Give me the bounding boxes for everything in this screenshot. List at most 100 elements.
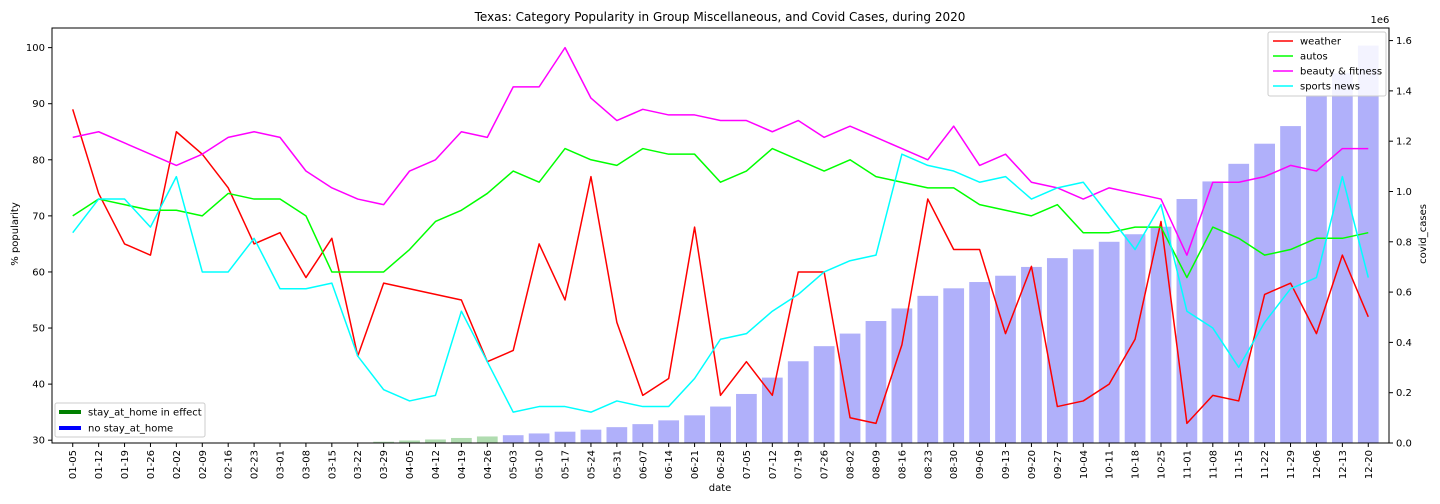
x-tick-label-08-23: 08-23: [923, 450, 934, 479]
y2-tick-label-5: 1.0: [1396, 187, 1412, 198]
x-tick-label-05-17: 05-17: [561, 450, 572, 479]
x-tick-label-12-06: 12-06: [1312, 450, 1323, 479]
legend-label-autos: autos: [1300, 52, 1328, 63]
legend2-box: [54, 402, 206, 438]
axes-layer: 01-05 01-12 01-19 01-26 02-02 02-09 02-16 02-23…: [26, 27, 1412, 479]
legend-label-weather: weather: [1300, 37, 1342, 48]
x-tick-label-01-12: 01-12: [94, 450, 105, 479]
covid-bar-09-20: [1021, 266, 1042, 443]
x-tick-label-06-14: 06-14: [664, 450, 675, 479]
covid-bar-04-19: [451, 437, 472, 443]
legend-label-beauty-fitness: beauty & fitness: [1300, 67, 1382, 78]
y2-tick-label-6: 1.2: [1396, 137, 1412, 148]
x-tick-label-03-29: 03-29: [379, 450, 390, 479]
lines-layer: [72, 46, 1369, 425]
x-tick-label-07-12: 07-12: [768, 450, 779, 479]
covid-bar-05-17: [554, 431, 576, 443]
legend-box: [1267, 31, 1387, 97]
covid-bar-06-14: [658, 420, 680, 443]
y2-tick-label-3: 0.6: [1396, 288, 1412, 299]
y-tick-label-80: 80: [32, 155, 45, 166]
x-axis-label: date: [709, 483, 732, 494]
y-tick-label-60: 60: [32, 267, 45, 278]
x-tick-label-09-27: 09-27: [1053, 450, 1064, 479]
x-tick-label-05-24: 05-24: [586, 450, 597, 479]
x-tick-label-09-13: 09-13: [1001, 450, 1012, 479]
covid-bar-08-23: [917, 295, 939, 443]
covid-bar-08-30: [943, 288, 965, 443]
x-tick-label-02-23: 02-23: [250, 450, 261, 479]
y2-tick-label-2: 0.4: [1396, 338, 1412, 349]
x-tick-label-01-19: 01-19: [120, 450, 131, 479]
covid-bar-10-11: [1098, 241, 1120, 443]
y2-tick-label-7: 1.4: [1396, 86, 1412, 97]
covid-bar-07-12: [761, 377, 783, 443]
y-axis-label: % popularity: [10, 202, 21, 266]
covid-bar-06-07: [632, 424, 654, 443]
x-tick-label-04-05: 04-05: [405, 450, 416, 479]
x-tick-label-08-30: 08-30: [949, 450, 960, 479]
legend2-label-no-stay-at-home: no stay_at_home: [88, 424, 173, 435]
x-tick-label-07-19: 07-19: [794, 450, 805, 479]
y2-axis-label: covid_cases: [1418, 204, 1429, 264]
covid-bar-10-04: [1072, 249, 1094, 443]
y2-tick-label-4: 0.8: [1396, 237, 1412, 248]
x-tick-label-01-26: 01-26: [146, 450, 157, 479]
covid-bar-11-08: [1202, 181, 1224, 443]
series-line-autos: [72, 147, 1369, 279]
covid-bar-06-28: [710, 406, 731, 443]
covid-bar-04-05: [399, 440, 420, 443]
covid-bar-04-26: [476, 436, 498, 443]
covid-bar-12-20: [1357, 45, 1379, 444]
x-tick-label-08-09: 08-09: [871, 450, 882, 479]
x-tick-label-10-25: 10-25: [1156, 450, 1167, 479]
covid-bar-07-26: [813, 346, 835, 443]
bars-layer: [347, 45, 1379, 444]
x-tick-label-05-31: 05-31: [612, 450, 623, 479]
covid-bar-09-06: [969, 282, 990, 443]
covid-bar-10-25: [1150, 226, 1172, 443]
covid-bar-08-09: [865, 321, 887, 443]
covid-bar-05-31: [606, 427, 628, 443]
x-tick-label-03-08: 03-08: [301, 450, 312, 479]
x-tick-label-06-28: 06-28: [716, 450, 727, 479]
x-tick-label-05-10: 05-10: [535, 450, 546, 479]
legend-label-sports-news: sports news: [1300, 82, 1360, 93]
y-tick-label-70: 70: [32, 211, 45, 222]
x-tick-label-02-02: 02-02: [172, 450, 183, 479]
x-tick-label-09-06: 09-06: [975, 450, 986, 479]
x-tick-label-03-15: 03-15: [327, 450, 338, 479]
x-tick-label-07-05: 07-05: [742, 450, 753, 479]
x-tick-label-10-18: 10-18: [1131, 450, 1142, 479]
series-line-sports-news: [72, 153, 1369, 413]
y-tick-label-90: 90: [32, 99, 45, 110]
covid-bar-08-16: [891, 308, 913, 443]
x-tick-label-08-16: 08-16: [897, 450, 908, 479]
series-line-weather: [72, 109, 1369, 425]
covid-bar-09-27: [1046, 258, 1068, 443]
x-tick-label-12-20: 12-20: [1364, 450, 1375, 479]
legend-top-right: weather autos beauty & fitness sports news: [1267, 31, 1387, 97]
covid-bar-12-13: [1331, 73, 1353, 443]
x-tick-label-12-13: 12-13: [1338, 450, 1349, 479]
x-tick-label-03-22: 03-22: [353, 450, 364, 479]
x-tick-label-06-07: 06-07: [638, 450, 649, 479]
y2-offset-label: 1e6: [1371, 15, 1390, 26]
covid-bar-08-02: [839, 333, 861, 443]
x-tick-label-04-19: 04-19: [457, 450, 468, 479]
covid-bar-09-13: [995, 275, 1016, 443]
x-tick-label-11-01: 11-01: [1182, 450, 1193, 479]
x-tick-label-11-29: 11-29: [1286, 450, 1297, 479]
x-tick-label-11-08: 11-08: [1208, 450, 1219, 479]
x-tick-label-11-15: 11-15: [1234, 450, 1245, 479]
x-tick-label-10-04: 10-04: [1079, 450, 1090, 479]
y2-tick-label-8: 1.6: [1396, 36, 1412, 47]
x-tick-label-04-12: 04-12: [431, 450, 442, 479]
covid-bar-07-19: [787, 361, 809, 443]
y-tick-label-100: 100: [26, 43, 45, 54]
series-line-beauty-fitness: [72, 46, 1369, 256]
covid-bar-11-22: [1254, 143, 1275, 444]
covid-bar-05-03: [502, 435, 524, 443]
covid-bar-11-15: [1228, 163, 1250, 443]
